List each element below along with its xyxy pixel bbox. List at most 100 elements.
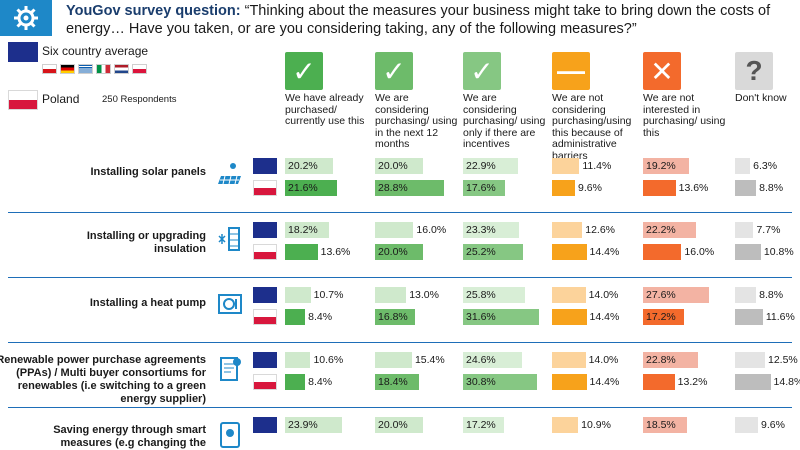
bar-not_admin: [552, 374, 587, 390]
bar-value: 10.8%: [763, 246, 794, 258]
bar-value: 8.8%: [759, 182, 784, 194]
bar-not_interested: [643, 244, 682, 260]
bar-not_interested: [643, 352, 698, 368]
column-label-not_admin: We are not considering purchasing/using …: [552, 92, 632, 162]
insulation-icon: [218, 227, 240, 251]
bar-incentives: [463, 222, 519, 238]
bar-not_admin: [552, 180, 576, 196]
contract-icon: [220, 357, 241, 381]
bar-considering: [375, 417, 423, 433]
bar-value: 10.9%: [581, 419, 611, 431]
bar-incentives: [463, 244, 524, 260]
column-header-considering: ✓ We are considering purchasing/ using in…: [375, 52, 459, 151]
row-divider: [8, 277, 792, 278]
bar-considering: [375, 180, 445, 196]
bar-incentives: [463, 287, 525, 303]
bar-value: 11.6%: [765, 311, 795, 323]
bar-purchased: [285, 352, 311, 368]
bar-not_interested: [643, 374, 675, 390]
bar-purchased: [285, 158, 334, 174]
bar-value: 12.6%: [585, 224, 616, 236]
bar-value: 11.4%: [582, 160, 612, 172]
column-label-incentives: We are considering purchasing/ using onl…: [463, 92, 546, 150]
bar-not_interested: [643, 180, 676, 196]
bar-value: 13.6%: [678, 182, 709, 194]
bar-dont_know: [735, 417, 759, 433]
poland-flag-icon: [253, 180, 277, 196]
column-label-purchased: We have already purchased/ currently use…: [285, 92, 365, 127]
column-header-dont_know: ? Don't know: [735, 52, 800, 105]
column-label-dont_know: Don't know: [735, 92, 787, 104]
bar-value: 20.0%: [378, 246, 408, 258]
bar-purchased: [285, 374, 306, 390]
smart-meter-icon: [220, 422, 240, 448]
bar-dont_know: [735, 309, 763, 325]
bar-not_interested: [643, 158, 690, 174]
bar-not_admin: [552, 309, 587, 325]
column-label-considering: We are considering purchasing/ using in …: [375, 92, 458, 150]
bar-dont_know: [735, 352, 765, 368]
poland-flag-icon: [253, 309, 277, 325]
bar-value: 19.2%: [646, 160, 676, 172]
bar-not_interested: [643, 309, 685, 325]
bar-value: 9.6%: [761, 419, 785, 431]
greek-flag-icon: [78, 64, 93, 74]
bar-not_interested: [643, 287, 710, 303]
check-icon: ✓: [463, 52, 501, 90]
bar-considering: [375, 222, 414, 238]
column-header-not_interested: ✕ We are not interested in purchasing/ us…: [643, 52, 727, 139]
bar-value: 25.2%: [466, 246, 496, 258]
bar-value: 17.2%: [646, 311, 676, 323]
poland-flag-icon: [253, 374, 277, 390]
bar-value: 14.4%: [589, 311, 620, 323]
bar-value: 23.9%: [288, 419, 318, 431]
bar-value: 21.6%: [288, 182, 318, 194]
bar-dont_know: [735, 180, 757, 196]
dutch-flag-icon: [114, 64, 129, 74]
bar-value: 18.4%: [378, 376, 408, 388]
survey-question: YouGov survey question: “Thinking about …: [66, 2, 786, 38]
bar-not_admin: [552, 352, 586, 368]
bar-value: 8.4%: [308, 376, 333, 388]
bar-not_admin: [552, 222, 583, 238]
row-divider: [8, 342, 792, 343]
czech-flag-icon: [42, 64, 57, 74]
bar-dont_know: [735, 158, 751, 174]
bar-value: 16.0%: [416, 224, 447, 236]
bar-value: 31.6%: [466, 311, 496, 323]
heat-pump-icon: [218, 294, 242, 314]
bar-value: 16.0%: [684, 246, 715, 258]
polish-flag-icon: [132, 64, 147, 74]
eu-flag-icon: [253, 222, 277, 238]
bar-value: 14.4%: [589, 246, 620, 258]
bar-considering: [375, 158, 423, 174]
italian-flag-icon: [96, 64, 111, 74]
bar-purchased: [285, 417, 343, 433]
bar-value: 18.2%: [288, 224, 318, 236]
yougov-logo: [0, 0, 52, 36]
respondents-count: 250 Respondents: [102, 94, 177, 105]
bar-not_admin: [552, 158, 580, 174]
gear-network-icon: [14, 6, 38, 30]
survey-question-text: “Thinking about the measures your busine…: [66, 3, 771, 37]
bar-incentives: [463, 374, 537, 390]
poland-flag-icon: [253, 244, 277, 260]
bar-value: 20.2%: [288, 160, 318, 172]
bar-considering: [375, 309, 416, 325]
bar-value: 22.2%: [646, 224, 676, 236]
bar-value: 22.8%: [646, 354, 676, 366]
bar-value: 6.3%: [753, 160, 778, 172]
row-label: Installing a heat pump: [89, 297, 206, 309]
bar-value: 27.6%: [646, 289, 676, 301]
bar-value: 18.5%: [646, 419, 676, 431]
column-header-incentives: ✓ We are considering purchasing/ using on…: [463, 52, 547, 151]
bar-value: 15.4%: [414, 354, 445, 366]
bar-value: 12.5%: [768, 354, 798, 366]
check-icon: ✓: [375, 52, 413, 90]
bar-value: 13.6%: [320, 246, 351, 258]
bar-value: 13.2%: [677, 376, 708, 388]
bar-considering: [375, 352, 412, 368]
bar-value: 28.8%: [378, 182, 408, 194]
bar-not_admin: [552, 417, 579, 433]
bar-purchased: [285, 180, 337, 196]
